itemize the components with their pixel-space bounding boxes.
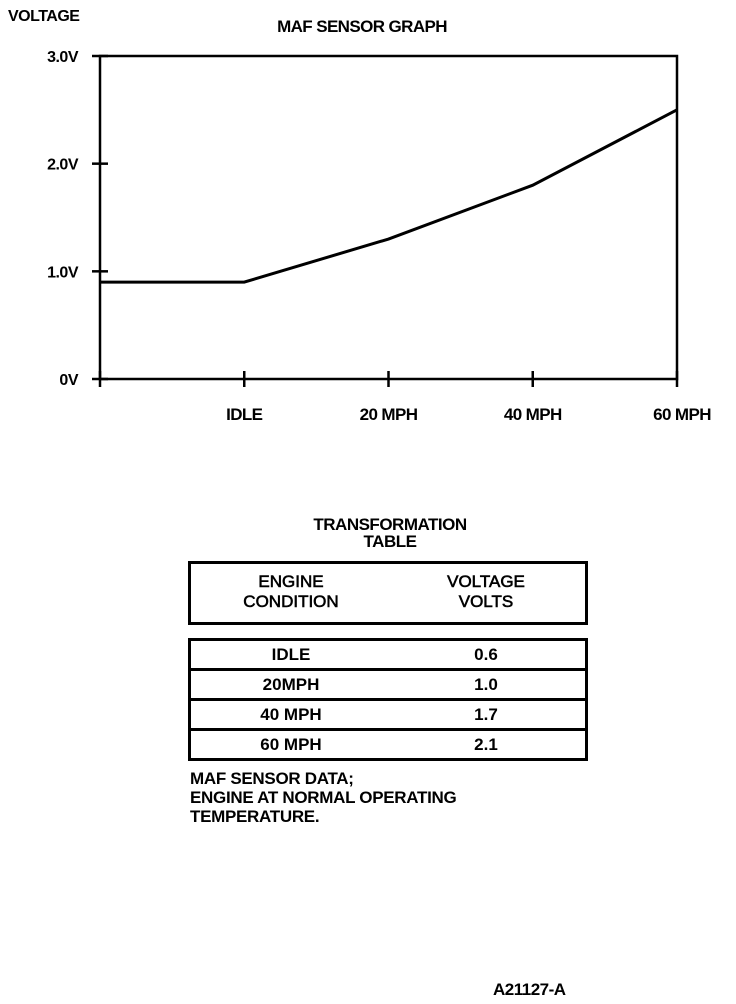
figure-id: A21127-A (493, 980, 566, 999)
x-tick-label: IDLE (226, 405, 263, 424)
header-text: CONDITION (243, 592, 339, 612)
note-line: MAF SENSOR DATA; (190, 769, 354, 788)
y-axis-label: VOLTAGE (8, 8, 80, 25)
table-title-line2: TABLE (363, 532, 417, 551)
volts-cell: 1.7 (474, 705, 498, 724)
table-row: 40 MPH 1.7 (191, 701, 585, 731)
maf-sensor-chart: VOLTAGE MAF SENSOR GRAPH 0V1.0V2.0V3.0V … (8, 8, 712, 424)
note-line: TEMPERATURE. (190, 807, 320, 826)
header-engine-condition: ENGINE CONDITION (201, 572, 381, 612)
table-header: ENGINE CONDITION VOLTAGE VOLTS (188, 561, 588, 625)
plot-frame (98, 54, 679, 381)
x-tick-label: 40 MPH (504, 405, 562, 424)
table-row: IDLE 0.6 (191, 641, 585, 671)
volts-cell: 0.6 (474, 645, 498, 664)
sensor-notes: MAF SENSOR DATA; ENGINE AT NORMAL OPERAT… (190, 769, 457, 826)
volts-cell: 2.1 (474, 735, 498, 754)
condition-cell: 60 MPH (260, 735, 322, 754)
y-tick-label: 2.0V (47, 157, 79, 174)
transformation-table: IDLE 0.6 20MPH 1.0 40 MPH 1.7 60 MPH 2.1 (188, 638, 588, 761)
voltage-line (100, 108, 678, 284)
y-tick-label: 0V (59, 372, 78, 389)
condition-cell: 40 MPH (260, 705, 322, 724)
table-title-line1: TRANSFORMATION (313, 515, 467, 534)
header-text: ENGINE (258, 572, 324, 592)
y-tick-label: 3.0V (47, 49, 79, 66)
note-line: ENGINE AT NORMAL OPERATING (190, 788, 457, 807)
x-tick-label: 60 MPH (653, 405, 711, 424)
chart-title: MAF SENSOR GRAPH (277, 17, 447, 36)
x-tick-label: 20 MPH (360, 405, 418, 424)
header-voltage-volts: VOLTAGE VOLTS (406, 572, 566, 612)
condition-cell: 20MPH (262, 675, 320, 694)
table-row: 60 MPH 2.1 (191, 731, 585, 761)
y-tick-label: 1.0V (47, 264, 79, 281)
table-row: 20MPH 1.0 (191, 671, 585, 701)
volts-cell: 1.0 (474, 675, 498, 694)
condition-cell: IDLE (271, 645, 311, 664)
table-title: TRANSFORMATION TABLE (240, 516, 540, 550)
header-text: VOLTS (458, 592, 514, 612)
header-text: VOLTAGE (447, 572, 525, 592)
